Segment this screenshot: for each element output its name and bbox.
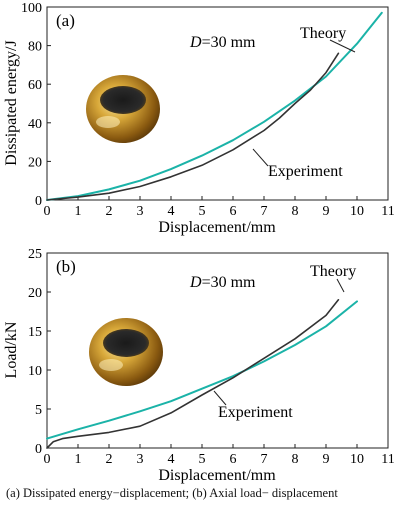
panel-a-ytick-label: 100 [21, 1, 42, 16]
panel-b-ytick-label: 0 [35, 442, 42, 457]
panel-b-ytick-label: 20 [28, 286, 42, 301]
panel-a-xtick-label: 7 [261, 204, 268, 219]
panel-b-series-experiment-line [46, 298, 340, 449]
panel-b-theory-label: Theory [310, 263, 356, 280]
panel-a-label: (a) [56, 11, 75, 30]
panel-a-xtick-label: 2 [106, 204, 113, 219]
panel-a-ytick-label: 40 [28, 117, 42, 132]
panel-b-ring-photo [89, 318, 163, 386]
panel-b-annotation: D=30 mm [189, 274, 256, 291]
panel-a-xtick-label: 10 [350, 204, 364, 219]
panel-a-annotation-param: D [189, 34, 202, 51]
panel-a-ring-hole [100, 86, 146, 114]
panel-a-annotation-value: =30 mm [202, 34, 256, 51]
panel-a-annotation: D=30 mm [189, 34, 256, 51]
panel-b-annotation-param: D [189, 274, 202, 291]
panel-a-xtick-label: 9 [323, 204, 330, 219]
panel-a-ytick-label: 20 [28, 155, 42, 170]
panel-a-ytick-label: 60 [28, 78, 42, 93]
panel-b-xlabel: Displacement/mm [158, 467, 276, 484]
panel-a: 0 1 2 3 4 5 6 7 8 9 10 11 0 20 40 60 80 100 (a) D=30 mm T… [3, 1, 395, 236]
panel-b-label: (b) [56, 257, 76, 276]
panel-a-series-theory-line [46, 11, 383, 201]
panel-b-xtick-label: 10 [350, 452, 364, 467]
panel-b-xtick-label: 9 [323, 452, 330, 467]
panel-a-ring-photo [86, 75, 160, 143]
panel-b-xtick-label: 7 [261, 452, 268, 467]
panel-b-frame [46, 252, 389, 449]
panel-a-xtick-label: 8 [292, 204, 299, 219]
panel-b-xtick-label: 3 [137, 452, 144, 467]
panel-a-ring-highlight [96, 116, 120, 128]
panel-b-xtick-label: 4 [168, 452, 175, 467]
panel-a-theory-pointer [329, 39, 356, 53]
panel-a-xtick-label: 5 [199, 204, 206, 219]
panel-b-ring-highlight [99, 359, 123, 371]
panel-a-xtick-label: 6 [230, 204, 237, 219]
panel-b-xtick-label: 0 [44, 452, 51, 467]
panel-a-xtick-label: 0 [44, 204, 51, 219]
panel-a-xtick-label: 11 [381, 204, 394, 219]
panel-b-ytick-label: 10 [28, 364, 42, 379]
panel-b-xtick-label: 6 [230, 452, 237, 467]
panel-a-experiment-pointer [252, 148, 269, 167]
panel-a-frame [46, 6, 389, 201]
panel-a-experiment-label: Experiment [268, 163, 343, 180]
panel-b-experiment-label: Experiment [218, 404, 293, 421]
panel-a-ytick-label: 0 [35, 194, 42, 209]
panel-a-theory-label: Theory [300, 25, 346, 42]
panel-b-xtick-label: 8 [292, 452, 299, 467]
panel-b-ytick-label: 25 [28, 247, 42, 262]
panel-b-ring-hole [103, 329, 149, 357]
panel-b-xtick-label: 5 [199, 452, 206, 467]
panel-b-series-theory-line [46, 300, 358, 440]
panel-b-experiment-pointer [213, 390, 227, 406]
panel-a-series-experiment-line [46, 52, 340, 201]
panel-a-xlabel: Displacement/mm [158, 219, 276, 236]
panel-a-xtick-label: 4 [168, 204, 175, 219]
panel-b-ytick-label: 5 [35, 403, 42, 418]
panel-b-annotation-value: =30 mm [202, 274, 256, 291]
panel-b-ylabel: Load/kN [3, 321, 20, 378]
panel-b-gridticks: 0 1 2 3 4 5 6 7 8 9 10 11 0 5 10 15 20 25 [28, 247, 395, 467]
panel-b-ytick-label: 15 [28, 325, 42, 340]
panel-a-xtick-label: 1 [75, 204, 82, 219]
panel-b-xtick-label: 2 [106, 452, 113, 467]
panel-b: 0 1 2 3 4 5 6 7 8 9 10 11 0 5 10 15 20 25 (b) D=30 mm The… [3, 247, 395, 484]
panel-a-ytick-label: 80 [28, 40, 42, 55]
panel-a-xtick-label: 3 [137, 204, 144, 219]
figure-caption: (a) Dissipated energy−displacement; (b) … [6, 486, 338, 500]
panel-b-theory-pointer [336, 278, 345, 293]
panel-a-gridticks: 0 1 2 3 4 5 6 7 8 9 10 11 0 20 40 60 80 100 [21, 1, 395, 219]
panel-b-xtick-label: 1 [75, 452, 82, 467]
panel-b-xtick-label: 11 [381, 452, 394, 467]
panel-a-ylabel: Dissipated energy/J [3, 40, 20, 165]
